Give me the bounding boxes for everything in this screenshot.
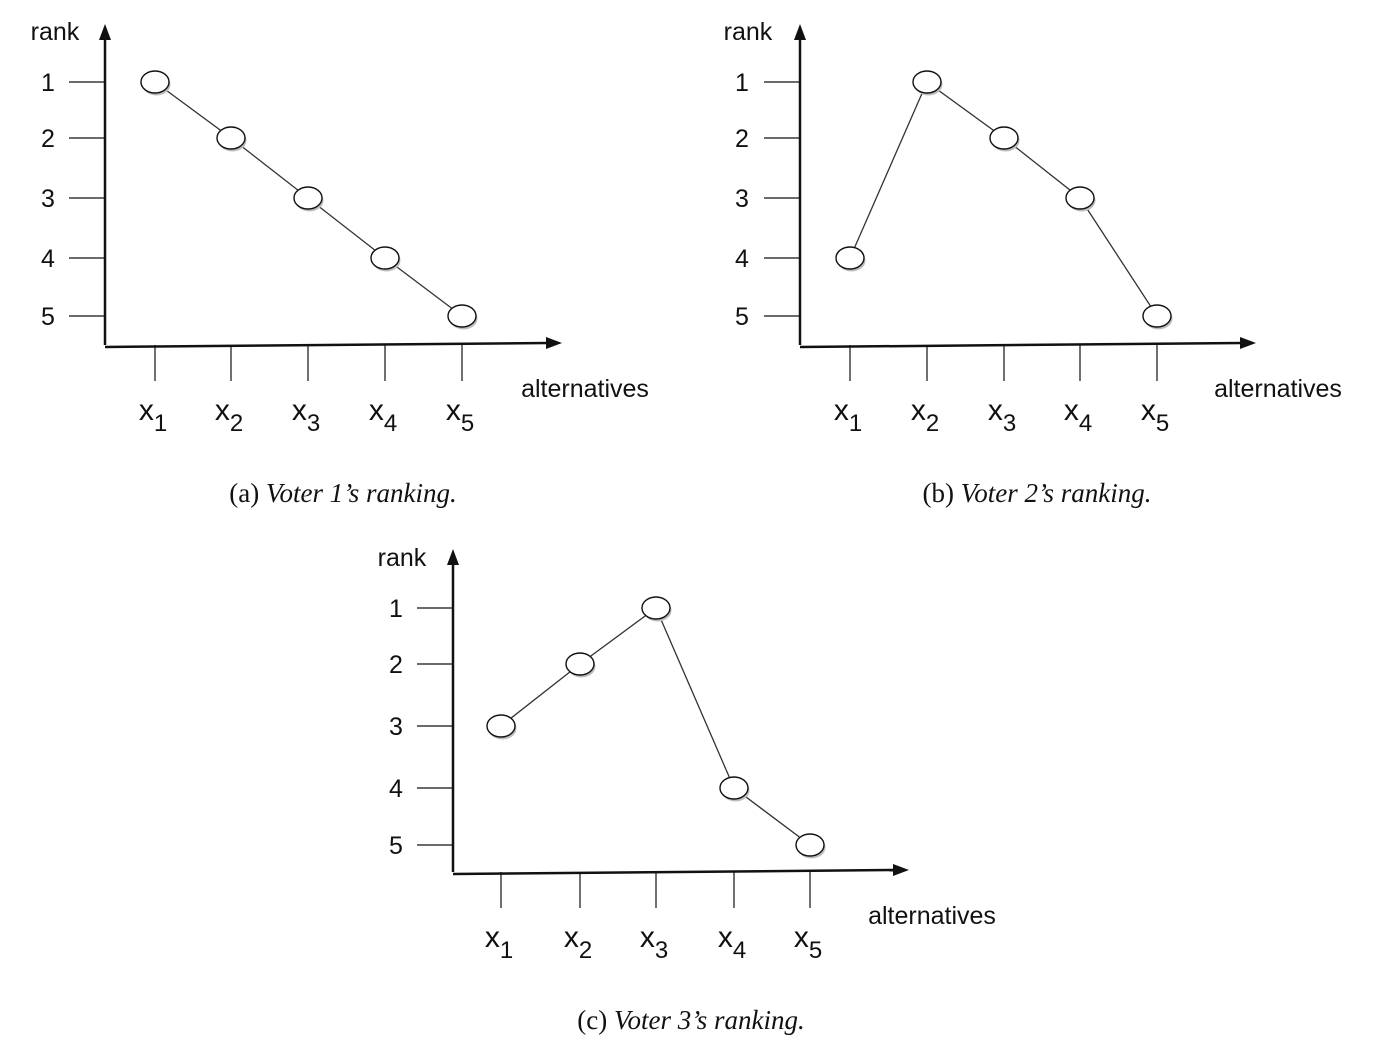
chart-panel-2: rank alternatives 1 2 3 4 5 x1 x2 x3 x4 x5 (b) Voter… [724, 18, 1342, 508]
data-point-x4 [719, 776, 749, 800]
caption-label: (c) [577, 1005, 614, 1035]
x-axis-label: alternatives [1214, 375, 1342, 403]
x-axis-label: alternatives [521, 375, 649, 403]
data-point-x2 [216, 126, 246, 150]
data-point-x5 [447, 304, 477, 328]
x-tick-label: x2 [215, 394, 243, 437]
x-tick-label: x4 [1064, 394, 1092, 437]
x-tick-label: x1 [834, 394, 862, 437]
data-point-x2 [912, 70, 942, 94]
x-axis-label: alternatives [868, 902, 996, 930]
x-tick-label: x1 [139, 394, 167, 437]
caption-label: (b) [923, 478, 961, 508]
figure-caption: (b) Voter 2’s ranking. [923, 478, 1152, 508]
x-axis [799, 341, 1243, 349]
y-tick-label: 2 [735, 125, 749, 153]
x-axis [104, 341, 549, 349]
series-line [849, 80, 1158, 317]
y-axis-label: rank [31, 18, 80, 46]
chart-panel-3: rank alternatives 1 2 3 4 5 x1 x2 x3 x4 x5 (c) Voter… [378, 544, 996, 1035]
x-tick-label: x3 [292, 394, 320, 437]
y-tick-label: 5 [735, 303, 749, 331]
x-tick-label: x5 [794, 921, 822, 964]
x-tick-label: x3 [988, 394, 1016, 437]
chart-panel-1: rank alternatives 1 2 3 4 5 x1 x2 x3 x4 x5 (a) Voter… [31, 18, 649, 508]
y-axis-arrow [794, 24, 806, 40]
x-tick-label: x3 [640, 921, 668, 964]
y-axis-label: rank [378, 544, 427, 572]
data-point-x2 [565, 652, 595, 676]
y-axis-arrow [99, 24, 111, 40]
x-axis-arrow [893, 864, 909, 876]
y-tick-label: 4 [41, 245, 55, 273]
y-tick-label: 4 [735, 245, 749, 273]
y-tick-label: 4 [389, 775, 403, 803]
y-tick-label: 5 [41, 303, 55, 331]
y-tick-label: 1 [735, 69, 749, 97]
figure-caption: (a) Voter 1’s ranking. [229, 478, 456, 508]
y-tick-label: 3 [735, 185, 749, 213]
x-tick-label: x2 [911, 394, 939, 437]
y-tick-label: 1 [41, 69, 55, 97]
y-tick-label: 3 [41, 185, 55, 213]
caption-text: Voter 3’s ranking. [614, 1005, 805, 1035]
data-point-x1 [486, 714, 516, 738]
x-tick-label: x4 [369, 394, 397, 437]
x-tick-label: x5 [1141, 394, 1169, 437]
figure-caption: (c) Voter 3’s ranking. [577, 1005, 804, 1035]
x-axis-arrow [1240, 337, 1256, 349]
x-axis [452, 868, 896, 876]
x-axis-arrow [546, 337, 562, 349]
data-point-x4 [1065, 186, 1095, 210]
data-point-x5 [795, 833, 825, 857]
series-line [500, 606, 811, 846]
data-point-x1 [140, 70, 170, 94]
y-axis-label: rank [724, 18, 773, 46]
y-tick-label: 2 [389, 651, 403, 679]
y-tick-label: 2 [41, 125, 55, 153]
x-tick-label: x5 [446, 394, 474, 437]
caption-label: (a) [229, 478, 266, 508]
caption-text: Voter 2’s ranking. [961, 478, 1152, 508]
y-tick-label: 3 [389, 713, 403, 741]
y-tick-label: 1 [389, 595, 403, 623]
y-axis-arrow [447, 549, 459, 565]
caption-text: Voter 1’s ranking. [266, 478, 457, 508]
x-tick-label: x4 [718, 921, 746, 964]
x-tick-label: x1 [485, 921, 513, 964]
data-point-x4 [370, 246, 400, 270]
data-point-x1 [835, 246, 865, 270]
data-point-x3 [989, 126, 1019, 150]
data-point-x3 [641, 596, 671, 620]
y-tick-label: 5 [389, 832, 403, 860]
data-point-x3 [293, 186, 323, 210]
data-point-x5 [1142, 304, 1172, 328]
x-tick-label: x2 [564, 921, 592, 964]
